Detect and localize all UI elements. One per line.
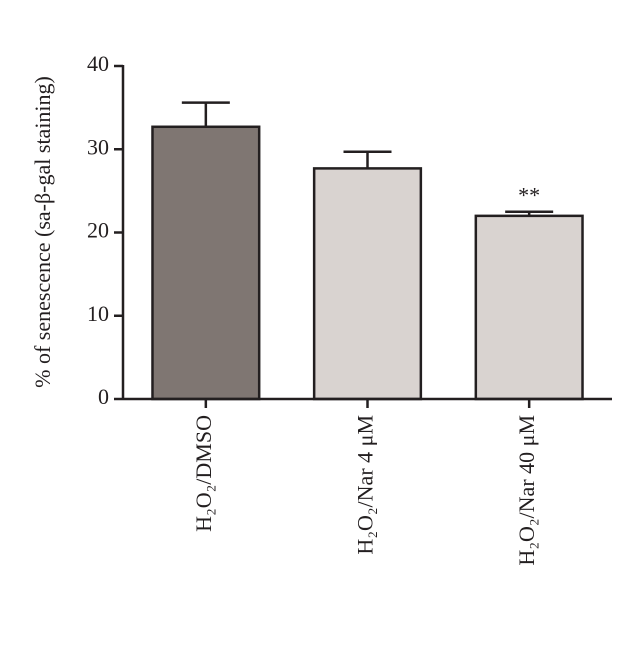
bar	[312, 167, 423, 401]
y-tick-label: 0	[98, 384, 109, 409]
x-tick-label: H₂O₂/DMSO	[191, 415, 216, 532]
y-tick-label: 30	[87, 134, 109, 159]
significance-label: **	[518, 183, 540, 208]
bar	[151, 125, 261, 401]
y-tick-label: 40	[87, 51, 109, 76]
x-tick-label: H₂O₂/Nar 4 μM	[353, 415, 378, 555]
bar	[474, 214, 584, 401]
y-tick-label: 20	[87, 218, 109, 243]
x-tick-label: H₂O₂/Nar 40 μM	[514, 415, 539, 566]
y-tick-label: 10	[87, 301, 109, 326]
y-axis-label: % of senescence (sa-β-gal staining)	[30, 76, 55, 388]
